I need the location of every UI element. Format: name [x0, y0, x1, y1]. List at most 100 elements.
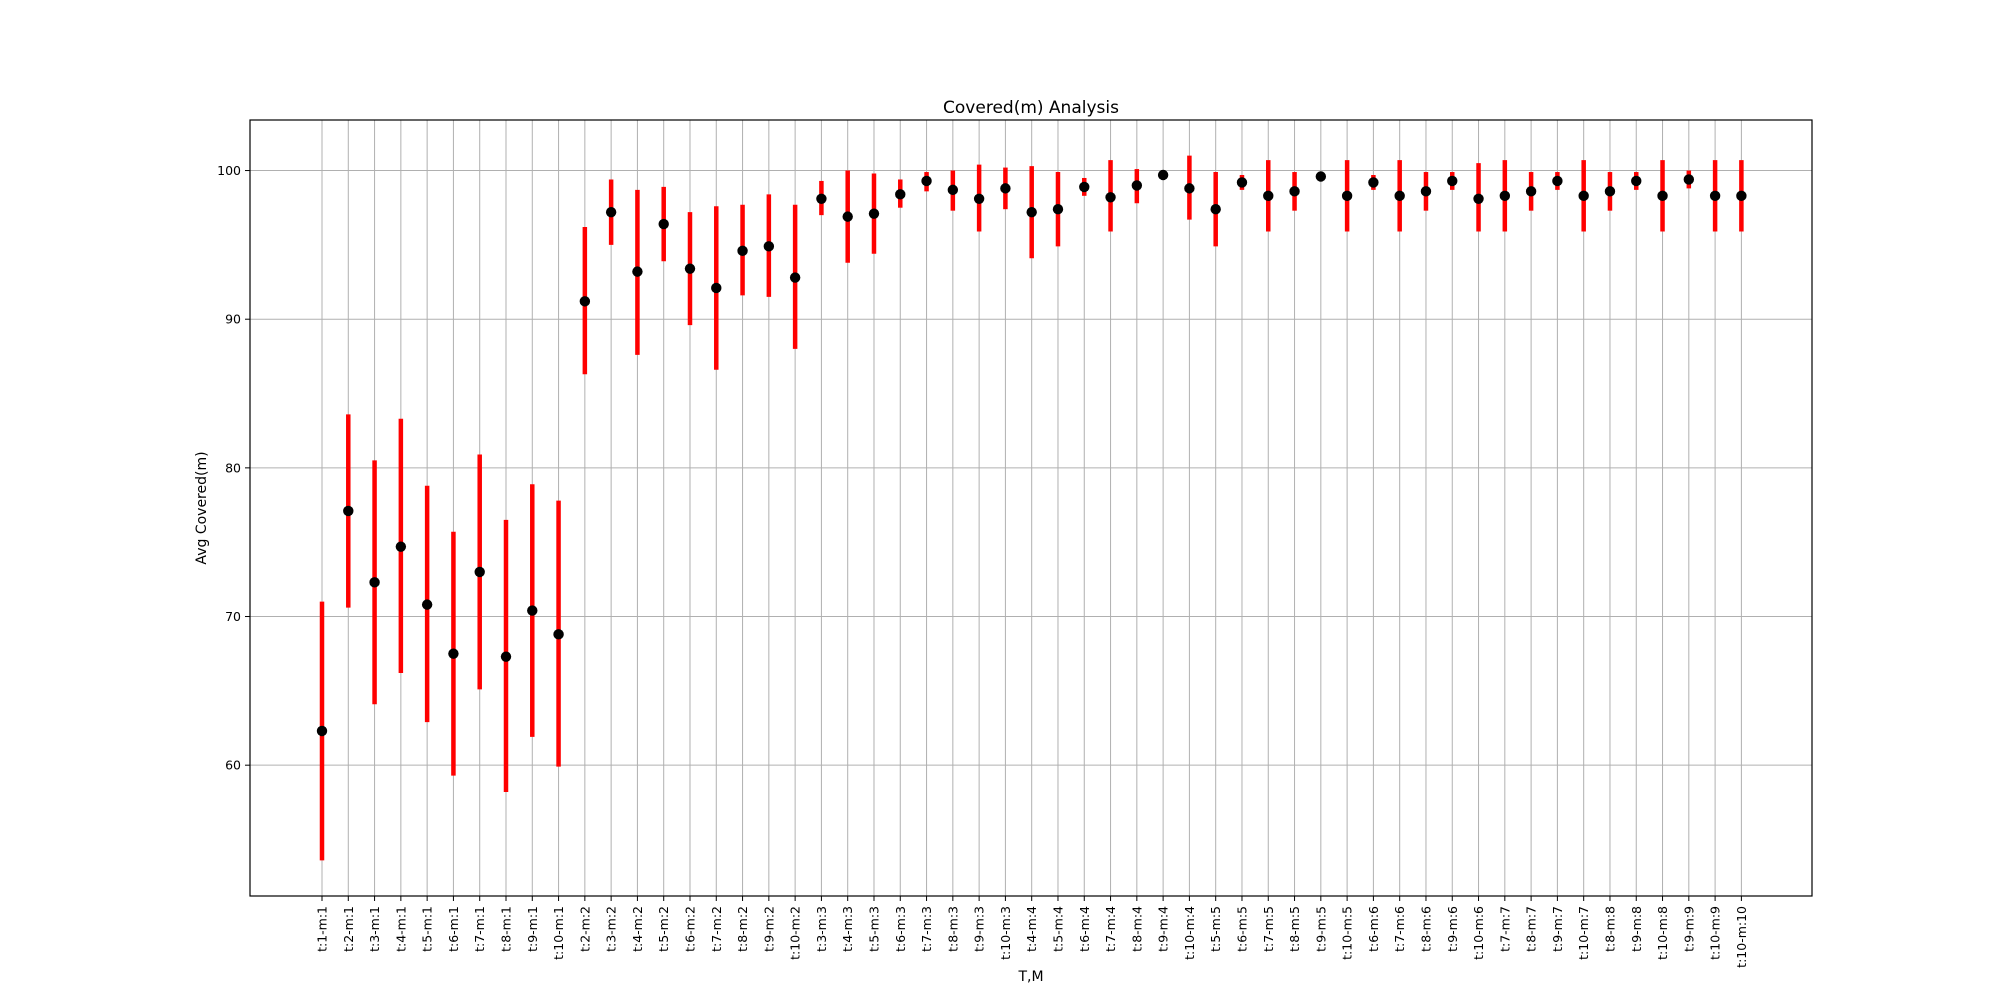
x-tick-label: t:10-m:8 — [1655, 906, 1670, 960]
data-point — [921, 175, 932, 187]
x-tick-label: t:8-m:1 — [498, 906, 513, 952]
y-tick-label: 100 — [217, 163, 241, 178]
x-tick-label: t:8-m:3 — [945, 906, 960, 952]
data-point — [973, 193, 985, 204]
x-tick-label: t:5-m:3 — [866, 906, 881, 952]
x-tick-label: t:10-m:10 — [1734, 906, 1749, 968]
data-point — [658, 218, 669, 230]
y-axis-label: Avg Covered(m) — [194, 451, 210, 564]
data-point — [842, 211, 853, 222]
data-point — [1289, 186, 1300, 197]
x-tick-label: t:4-m:4 — [1024, 906, 1039, 952]
data-point — [789, 272, 801, 283]
data-point — [1315, 171, 1327, 182]
x-tick-label: t:6-m:1 — [446, 906, 461, 952]
x-tick-label: t:4-m:1 — [393, 906, 408, 952]
data-point — [1578, 190, 1589, 202]
x-tick-label: t:9-m:3 — [972, 906, 987, 952]
x-axis-ticks: t:1-m:1 t:2-m:1 t:3-m:1 t:4-m:1 t:5-m:1 t:6-m… — [315, 896, 1749, 968]
data-point — [343, 505, 354, 517]
x-tick-label: t:6-m:5 — [1234, 906, 1249, 952]
x-tick-label: t:2-m:2 — [577, 906, 592, 952]
data-point — [1052, 203, 1064, 215]
data-point — [868, 208, 880, 219]
x-tick-label: t:9-m:8 — [1629, 906, 1644, 952]
data-point — [448, 648, 459, 659]
x-tick-label: t:4-m:3 — [840, 906, 855, 952]
x-tick-label: t:2-m:1 — [341, 906, 356, 952]
x-tick-label: t:7-m:6 — [1392, 906, 1407, 952]
x-tick-label: t:10-m:6 — [1471, 906, 1486, 960]
x-tick-label: t:3-m:2 — [604, 906, 619, 952]
data-point — [1236, 177, 1248, 188]
data-point — [421, 599, 433, 610]
data-point — [1683, 174, 1695, 185]
data-point — [500, 651, 512, 662]
y-axis-ticks: 60 70 80 90 100 — [217, 163, 250, 773]
y-tick-label: 60 — [225, 758, 241, 773]
x-tick-label: t:10-m:5 — [1340, 906, 1355, 960]
x-tick-label: t:3-m:1 — [367, 906, 382, 952]
data-point — [474, 566, 485, 578]
data-points — [316, 169, 1747, 737]
x-tick-label: t:1-m:1 — [315, 906, 330, 952]
data-point — [369, 577, 380, 588]
x-tick-label: t:6-m:6 — [1366, 906, 1381, 952]
y-tick-label: 70 — [225, 609, 241, 624]
data-point — [1499, 190, 1511, 202]
data-point — [553, 629, 564, 640]
x-tick-label: t:6-m:2 — [682, 906, 697, 952]
data-point — [711, 282, 722, 294]
data-point — [1709, 190, 1721, 202]
x-tick-label: t:9-m:5 — [1313, 906, 1328, 952]
data-point — [1552, 175, 1563, 187]
data-point — [1736, 190, 1747, 202]
data-point — [1447, 175, 1458, 187]
x-tick-label: t:10-m:1 — [551, 906, 566, 960]
x-tick-label: t:9-m:4 — [1156, 906, 1171, 952]
x-tick-label: t:10-m:7 — [1576, 906, 1591, 960]
data-point — [1210, 203, 1221, 215]
x-tick-label: t:6-m:4 — [1077, 906, 1092, 952]
y-tick-label: 90 — [225, 312, 241, 327]
data-point — [1341, 190, 1353, 202]
data-point — [1026, 206, 1037, 218]
chart-title: Covered(m) Analysis — [943, 98, 1119, 118]
data-point — [1525, 186, 1537, 197]
x-tick-label: t:8-m:5 — [1287, 906, 1302, 952]
x-tick-label: t:10-m:2 — [788, 906, 803, 960]
x-tick-label: t:7-m:4 — [1103, 906, 1118, 952]
x-tick-label: t:5-m:2 — [656, 906, 671, 952]
data-point — [1157, 169, 1169, 181]
data-point — [1420, 186, 1432, 197]
x-tick-label: t:5-m:1 — [420, 906, 435, 952]
x-tick-label: t:8-m:8 — [1602, 906, 1617, 952]
x-tick-label: t:5-m:5 — [1208, 906, 1223, 952]
x-tick-label: t:10-m:3 — [998, 906, 1013, 960]
data-point — [1000, 183, 1011, 194]
x-tick-label: t:9-m:1 — [525, 906, 540, 952]
grid-lines — [250, 120, 1812, 896]
x-tick-label: t:9-m:9 — [1681, 906, 1696, 952]
x-tick-label: t:9-m:2 — [761, 906, 776, 952]
data-point — [579, 296, 591, 307]
data-point — [1604, 186, 1616, 197]
data-point — [1263, 190, 1274, 202]
data-point — [1184, 183, 1195, 194]
plot-frame — [249, 119, 1813, 897]
x-tick-label: t:7-m:2 — [709, 906, 724, 952]
x-tick-label: t:6-m:3 — [893, 906, 908, 952]
x-tick-label: t:7-m:3 — [919, 906, 934, 952]
data-point — [684, 263, 696, 274]
data-point — [763, 241, 775, 252]
x-tick-label: t:7-m:7 — [1497, 906, 1512, 952]
x-tick-label: t:8-m:7 — [1524, 906, 1539, 952]
x-tick-label: t:5-m:4 — [1050, 906, 1065, 952]
data-point — [395, 541, 407, 552]
data-point — [605, 206, 617, 218]
x-tick-label: t:10-m:4 — [1182, 906, 1197, 960]
x-axis-label: T,M — [1017, 969, 1043, 985]
data-point — [527, 605, 538, 616]
data-point — [816, 193, 827, 204]
